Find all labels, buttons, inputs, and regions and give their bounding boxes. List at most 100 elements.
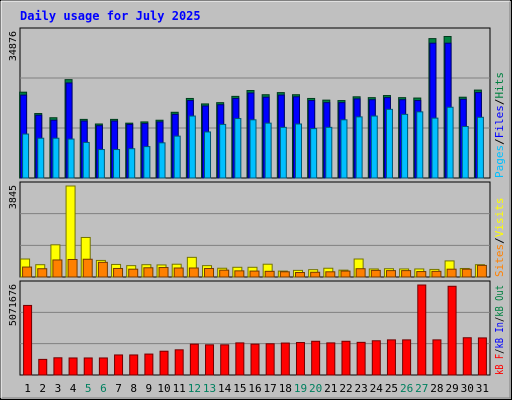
- bar-kb-f-day-22: [341, 340, 351, 376]
- x-tick-label: 25: [385, 382, 398, 395]
- bar-sites-day-5: [82, 258, 93, 278]
- bar-pages-day-25: [385, 108, 393, 179]
- bar-pages-day-8: [128, 148, 136, 179]
- bar-sites-day-7: [113, 267, 124, 278]
- bar-sites-day-8: [128, 268, 139, 278]
- bar-sites-day-10: [158, 267, 169, 278]
- x-tick-label: 29: [445, 382, 458, 395]
- bar-kb-f-day-5: [83, 357, 93, 376]
- bar-kb-f-day-27: [417, 284, 427, 376]
- bar-pages-day-23: [355, 116, 363, 179]
- legend-entry: /: [493, 138, 506, 145]
- bar-kb-f-day-21: [326, 342, 336, 376]
- bar-pages-day-22: [340, 119, 348, 179]
- bar-pages-day-3: [52, 137, 60, 179]
- legend-entry: kB Out: [493, 285, 506, 317]
- bar-pages-day-27: [416, 111, 424, 179]
- legend-entry: /: [493, 317, 506, 322]
- bar-sites-day-17: [264, 270, 275, 278]
- panel-legend: Sites/Visits: [493, 198, 506, 278]
- bar-pages-day-20: [310, 128, 318, 179]
- bar-sites-day-6: [97, 261, 108, 278]
- bar-kb-f-day-17: [265, 343, 275, 376]
- bar-pages-day-13: [204, 131, 212, 179]
- bar-kb-f-day-14: [220, 344, 230, 376]
- bar-kb-f-day-6: [98, 357, 108, 376]
- bar-pages-day-17: [264, 122, 272, 179]
- panel-max-label: 3845: [8, 185, 19, 209]
- bar-sites-day-24: [370, 269, 381, 278]
- bar-pages-day-11: [173, 135, 181, 179]
- bar-pages-day-15: [234, 118, 242, 179]
- panel-visits-sites: 3845 Sites/Visits: [8, 181, 506, 278]
- x-tick-label: 8: [130, 382, 137, 395]
- legend-entry: Pages: [493, 145, 506, 178]
- bar-sites-day-25: [385, 270, 396, 278]
- legend-entry: Hits: [493, 72, 506, 99]
- x-tick-label: 2: [39, 382, 46, 395]
- bar-pages-day-4: [67, 138, 75, 179]
- bar-kb-f-day-16: [250, 343, 260, 376]
- bar-sites-day-15: [234, 270, 245, 278]
- x-tick-label: 3: [55, 382, 62, 395]
- x-tick-label: 15: [233, 382, 246, 395]
- bar-kb-f-day-25: [386, 339, 396, 376]
- legend-entry: /: [493, 237, 506, 244]
- chart-panels: 34876Pages/Files/Hits3845Sites/Visits507…: [8, 27, 506, 376]
- bar-pages-day-14: [219, 123, 227, 179]
- bar-kb-f-day-29: [447, 285, 457, 376]
- bar-pages-day-19: [294, 123, 302, 179]
- bar-kb-f-day-26: [402, 339, 412, 376]
- series-kb-f: [23, 284, 487, 376]
- bar-kb-f-day-19: [295, 342, 305, 376]
- bar-sites-day-11: [173, 267, 184, 278]
- bar-kb-f-day-31: [477, 337, 487, 376]
- bar-kb-f-day-15: [235, 342, 245, 376]
- bar-sites-day-9: [143, 267, 154, 278]
- x-tick-label: 11: [173, 382, 186, 395]
- bar-sites-day-27: [416, 271, 427, 278]
- bar-pages-day-21: [325, 126, 333, 179]
- x-tick-label: 24: [370, 382, 384, 395]
- bar-sites-day-31: [476, 264, 487, 278]
- bar-kb-f-day-2: [38, 358, 48, 376]
- panel-max-label: 34876: [8, 31, 19, 61]
- legend-entry: Visits: [493, 198, 506, 238]
- bar-kb-f-day-20: [311, 340, 321, 376]
- x-tick-label: 28: [430, 382, 443, 395]
- bar-sites-day-23: [355, 268, 366, 278]
- x-tick-label: 7: [115, 382, 122, 395]
- bar-pages-day-16: [249, 119, 257, 179]
- bar-kb-f-day-8: [129, 354, 139, 376]
- x-tick-label: 13: [203, 382, 216, 395]
- legend-entry: /: [493, 349, 506, 354]
- bar-sites-day-30: [461, 268, 472, 278]
- x-tick-label: 21: [324, 382, 337, 395]
- x-tick-label: 16: [248, 382, 261, 395]
- x-tick-label: 20: [309, 382, 322, 395]
- bar-sites-day-26: [401, 270, 412, 278]
- x-tick-label: 23: [355, 382, 368, 395]
- bar-sites-day-21: [325, 271, 336, 278]
- series-sites: [22, 258, 487, 278]
- bar-sites-day-2: [37, 268, 48, 278]
- x-tick-label: 9: [146, 382, 153, 395]
- bar-kb-f-day-12: [189, 343, 199, 376]
- x-tick-label: 5: [85, 382, 92, 395]
- x-tick-label: 31: [476, 382, 489, 395]
- bar-kb-f-day-4: [68, 357, 78, 376]
- bar-pages-day-10: [158, 142, 166, 179]
- bar-sites-day-14: [219, 269, 230, 278]
- bar-sites-day-29: [446, 268, 457, 278]
- bar-sites-day-13: [204, 267, 215, 278]
- bar-pages-day-28: [431, 117, 439, 179]
- bar-pages-day-9: [143, 146, 151, 179]
- x-tick-label: 30: [461, 382, 474, 395]
- x-tick-label: 1: [24, 382, 31, 395]
- bar-pages-day-6: [97, 149, 105, 179]
- bar-kb-f-day-10: [159, 350, 169, 376]
- bar-sites-day-16: [249, 270, 260, 278]
